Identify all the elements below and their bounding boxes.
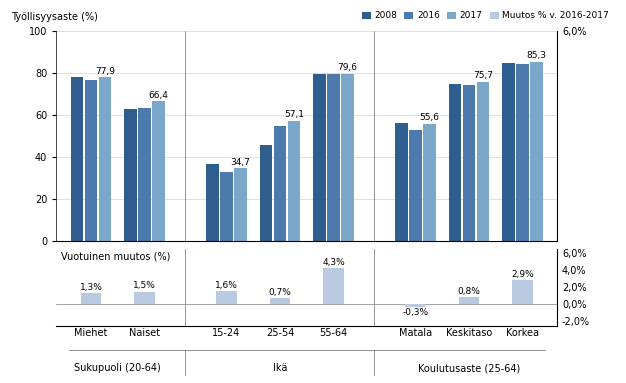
Text: 77,9: 77,9: [95, 67, 115, 75]
Bar: [395, 123, 408, 241]
Bar: [81, 293, 101, 304]
Text: Koulutusaste (25-64): Koulutusaste (25-64): [418, 363, 520, 373]
Bar: [423, 124, 436, 241]
Bar: [71, 77, 83, 241]
Bar: [138, 108, 151, 241]
Text: 55,6: 55,6: [419, 113, 439, 123]
Text: 0,7%: 0,7%: [269, 288, 292, 297]
Bar: [135, 291, 155, 304]
Bar: [463, 85, 475, 241]
Text: -0,3%: -0,3%: [403, 308, 428, 317]
Bar: [409, 129, 422, 241]
Bar: [341, 74, 354, 241]
Bar: [327, 74, 340, 241]
Text: 4,3%: 4,3%: [322, 258, 345, 267]
Bar: [98, 77, 111, 241]
Bar: [405, 304, 426, 307]
Bar: [459, 298, 479, 304]
Text: 75,7: 75,7: [473, 71, 493, 80]
Bar: [449, 84, 461, 241]
Text: 1,5%: 1,5%: [133, 282, 156, 290]
Bar: [125, 108, 137, 241]
Text: Sukupuoli (20-64): Sukupuoli (20-64): [74, 363, 161, 373]
Bar: [502, 63, 515, 241]
Text: Vuotuinen muutos (%): Vuotuinen muutos (%): [61, 251, 171, 261]
Bar: [206, 164, 219, 241]
Text: 66,4: 66,4: [148, 91, 168, 100]
Bar: [217, 291, 237, 304]
Bar: [287, 121, 300, 241]
Text: 2,9%: 2,9%: [511, 270, 534, 278]
Bar: [152, 101, 165, 241]
Bar: [476, 82, 489, 241]
Bar: [85, 80, 97, 241]
Bar: [324, 268, 344, 304]
Text: Ikä: Ikä: [273, 363, 287, 373]
Text: 57,1: 57,1: [284, 110, 304, 119]
Bar: [220, 172, 233, 241]
Text: 1,3%: 1,3%: [80, 283, 103, 292]
Text: 34,7: 34,7: [230, 157, 250, 167]
Text: 85,3: 85,3: [526, 51, 546, 60]
Bar: [234, 168, 247, 241]
Text: Työllisyysaste (%): Työllisyysaste (%): [11, 12, 98, 22]
Bar: [260, 146, 272, 241]
Bar: [270, 298, 290, 304]
Text: 79,6: 79,6: [337, 63, 357, 72]
Text: 0,8%: 0,8%: [458, 288, 480, 296]
Bar: [530, 62, 543, 241]
Bar: [516, 64, 529, 241]
Bar: [314, 74, 326, 241]
Bar: [274, 126, 286, 241]
Legend: 2008, 2016, 2017, Muutos % v. 2016-2017: 2008, 2016, 2017, Muutos % v. 2016-2017: [358, 8, 613, 24]
Bar: [513, 280, 533, 304]
Text: 1,6%: 1,6%: [215, 281, 238, 290]
